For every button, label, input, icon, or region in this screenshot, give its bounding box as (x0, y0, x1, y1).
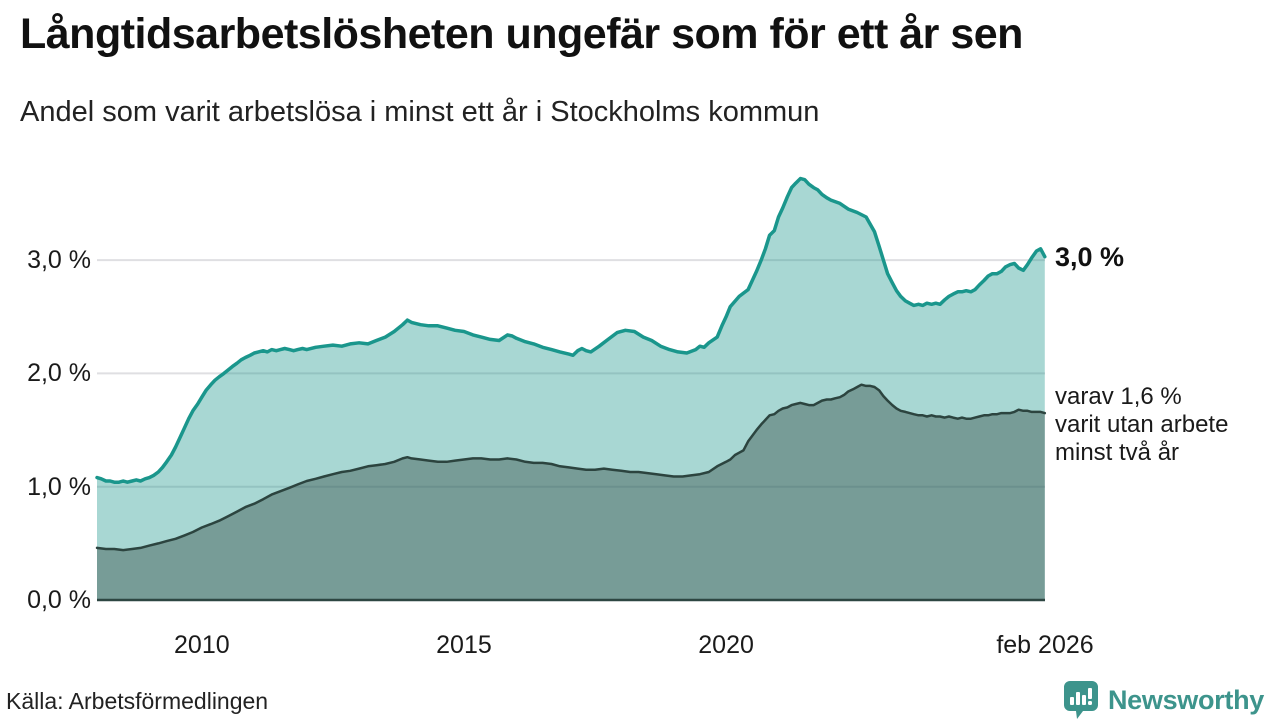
series-line-1 (95, 176, 1047, 484)
two-year-annotation-line: minst två år (1055, 439, 1180, 466)
series-area-2 (97, 384, 1045, 600)
x-tick-label: feb 2026 (996, 631, 1094, 659)
y-tick-label: 0,0 % (27, 586, 91, 614)
newsworthy-logo[interactable]: Newsworthy (1063, 680, 1264, 720)
newsworthy-bubble-chart-icon (1063, 681, 1098, 719)
page-title: Långtidsarbetslösheten ungefär som för e… (20, 10, 1023, 58)
two-year-annotation-line: varav 1,6 % (1055, 383, 1182, 410)
series-line-2 (95, 383, 1047, 552)
y-tick-label: 2,0 % (27, 359, 91, 388)
newsworthy-logo-text: Newsworthy (1107, 684, 1264, 715)
x-tick-label: 2010 (174, 631, 230, 659)
chart-subtitle: Andel som varit arbetslösa i minst ett å… (20, 96, 820, 128)
two-year-annotation: varav 1,6 % varit utan arbete minst två år (1055, 383, 1228, 467)
series-area-1 (97, 178, 1045, 600)
y-tick-label: 3,0 % (27, 246, 91, 275)
y-tick-label: 1,0 % (27, 472, 91, 501)
two-year-annotation-line: varit utan arbete (1055, 411, 1229, 438)
source-note: Källa: Arbetsförmedlingen (6, 688, 269, 714)
x-tick-label: 2020 (698, 631, 754, 659)
latest-value-label: 3,0 % (1055, 242, 1125, 272)
x-tick-label: 2015 (436, 631, 492, 659)
